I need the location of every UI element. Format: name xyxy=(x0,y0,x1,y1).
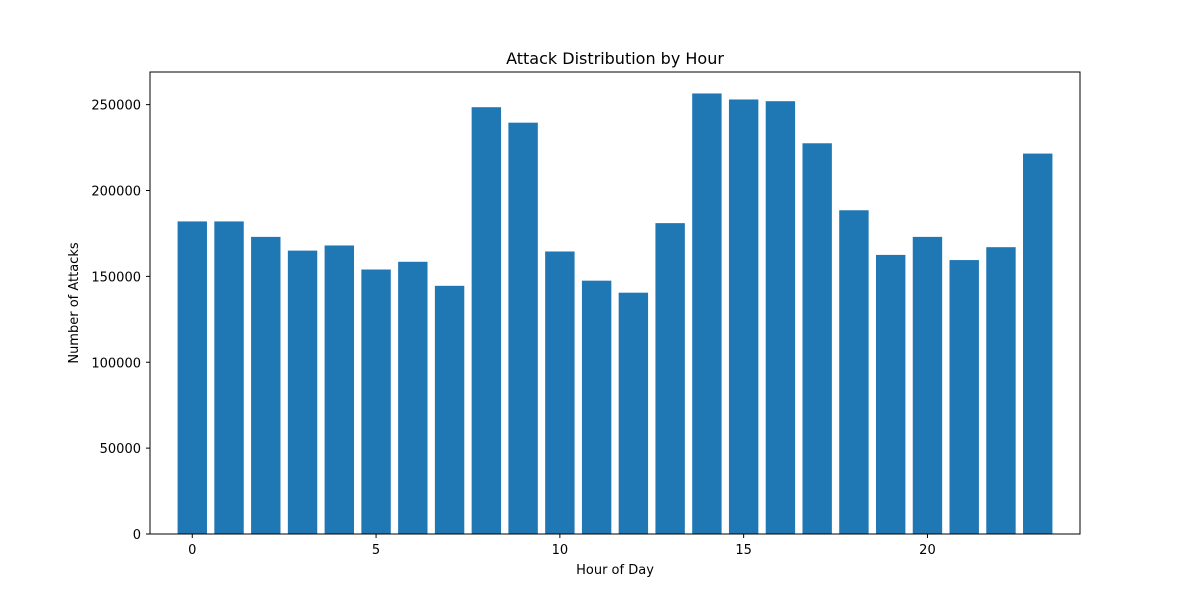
bar-hour-11 xyxy=(581,280,612,534)
bar-hour-8 xyxy=(471,107,502,534)
y-tick-label: 200000 xyxy=(91,185,141,200)
x-axis-label: Hour of Day xyxy=(576,563,654,578)
bar-hour-6 xyxy=(398,261,428,534)
y-tick-label: 150000 xyxy=(91,270,141,285)
bar-hour-23 xyxy=(1023,153,1053,534)
x-tick-label: 0 xyxy=(188,543,196,558)
bar-hour-9 xyxy=(508,122,538,534)
y-tick-label: 250000 xyxy=(91,99,141,114)
bar-hour-3 xyxy=(287,250,318,534)
bar-hour-15 xyxy=(728,99,759,534)
bar-hour-5 xyxy=(361,269,391,534)
bar-hour-12 xyxy=(618,292,649,534)
x-tick-label: 20 xyxy=(919,543,936,558)
bar-hour-21 xyxy=(949,260,979,534)
bar-hour-7 xyxy=(434,285,465,534)
bar-hour-17 xyxy=(802,143,832,534)
bar-hour-14 xyxy=(692,93,722,535)
y-tick-label: 0 xyxy=(133,528,141,543)
bar-hour-20 xyxy=(912,236,943,534)
y-tick-label: 50000 xyxy=(100,442,141,457)
bar-hour-18 xyxy=(839,210,869,534)
bar-hour-0 xyxy=(177,221,207,534)
bar-hour-22 xyxy=(986,247,1016,534)
bar-hour-13 xyxy=(655,223,685,534)
bar-hour-4 xyxy=(324,245,355,534)
bar-hour-1 xyxy=(214,221,244,534)
bar-hour-19 xyxy=(875,254,906,535)
y-axis-label: Number of Attacks xyxy=(67,242,82,364)
bar-hour-2 xyxy=(251,236,281,534)
plot-frame xyxy=(149,71,1081,535)
x-axis: 0 5 10 15 20 xyxy=(188,534,936,558)
y-axis: 0 50000 100000 150000 200000 250000 xyxy=(91,99,150,543)
bar-hour-10 xyxy=(545,251,575,534)
bars-group xyxy=(177,93,1053,535)
chart-title: Attack Distribution by Hour xyxy=(506,49,724,68)
bar-hour-16 xyxy=(765,101,796,535)
x-tick-label: 15 xyxy=(735,543,752,558)
x-tick-label: 5 xyxy=(372,543,380,558)
y-tick-label: 100000 xyxy=(91,356,141,371)
x-tick-label: 10 xyxy=(552,543,569,558)
